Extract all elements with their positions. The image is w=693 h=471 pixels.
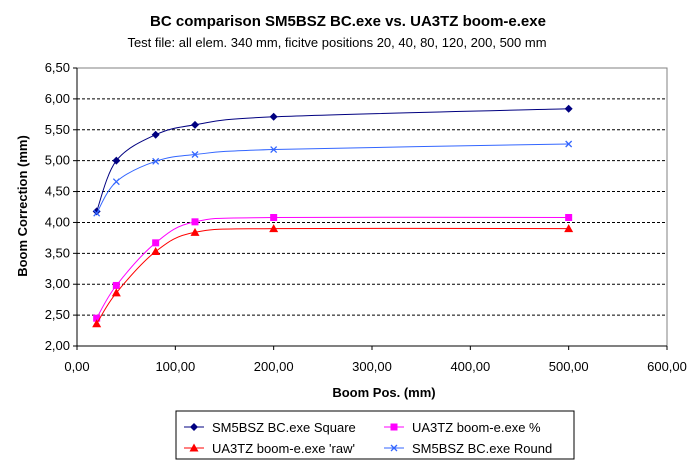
data-point [112, 156, 121, 165]
legend-box [175, 410, 575, 460]
x-tick-label: 600,00 [647, 359, 687, 374]
data-point [152, 239, 160, 247]
y-axis-title: Boom Correction (mm) [15, 135, 30, 277]
y-tick-label: 5,00 [45, 153, 70, 168]
series-line [96, 108, 569, 212]
data-point [564, 104, 573, 113]
data-point [270, 146, 278, 154]
tick-labels: 2,00 2,50 3,00 3,50 4,00 4,50 5,00 5,50 6,00 6,50… [45, 60, 687, 374]
series-line [96, 216, 569, 319]
legend-item: UA3TZ boom-e.exe % [384, 420, 541, 435]
x-tick-label: 100,00 [155, 359, 195, 374]
data-point [93, 209, 101, 217]
y-tick-label: 2,00 [45, 338, 70, 353]
legend: SM5BSZ BC.exe Square UA3TZ boom-e.exe % UA… [175, 410, 575, 460]
legend-item: SM5BSZ BC.exe Round [384, 441, 552, 456]
x-tick-label: 400,00 [450, 359, 490, 374]
data-point [111, 288, 121, 297]
data-point [190, 227, 200, 236]
y-tick-label: 3,50 [45, 245, 70, 260]
y-tick-label: 5,50 [45, 122, 70, 137]
legend-swatch-marker [390, 444, 398, 452]
data-point [269, 112, 278, 121]
gridlines [77, 98, 667, 316]
legend-label: SM5BSZ BC.exe Round [412, 441, 552, 456]
data-point [565, 214, 573, 222]
data-point [93, 314, 101, 322]
y-tick-label: 4,50 [45, 184, 70, 199]
data-point [92, 319, 102, 328]
data-point [269, 224, 279, 233]
data-point [565, 140, 573, 148]
series-4 [93, 140, 573, 217]
x-tick-label: 200,00 [254, 359, 294, 374]
data-point [151, 246, 161, 255]
legend-swatch-marker [189, 443, 199, 452]
data-point [191, 120, 199, 129]
series-line [96, 227, 569, 325]
data-point [152, 157, 160, 165]
series-layer [92, 104, 574, 328]
legend-label: UA3TZ boom-e.exe 'raw' [212, 441, 355, 456]
data-point [270, 214, 278, 222]
data-point [151, 130, 160, 139]
series-line [96, 143, 569, 214]
series-3 [92, 224, 574, 328]
axes [73, 67, 668, 350]
y-tick-label: 3,00 [45, 276, 70, 291]
x-axis-title: Boom Pos. (mm) [332, 385, 435, 400]
data-point [564, 224, 574, 233]
data-point [112, 281, 120, 289]
series-1 [92, 104, 573, 216]
y-tick-label: 6,00 [45, 91, 70, 106]
chart-subtitle: Test file: all elem. 340 mm, ficitve pos… [127, 35, 546, 50]
plot-area [76, 67, 668, 347]
chart-title: BC comparison SM5BSZ BC.exe vs. UA3TZ bo… [150, 13, 546, 30]
legend-label: SM5BSZ BC.exe Square [212, 420, 356, 435]
x-tick-label: 300,00 [352, 359, 392, 374]
legend-swatch-marker [390, 423, 398, 431]
y-tick-label: 2,50 [45, 307, 70, 322]
legend-swatch-marker [190, 423, 198, 431]
series-2 [93, 214, 573, 322]
legend-item: UA3TZ boom-e.exe 'raw' [184, 441, 355, 456]
y-tick-label: 4,00 [45, 214, 70, 229]
y-tick-label: 6,50 [45, 60, 70, 75]
data-point [112, 178, 120, 186]
x-tick-label: 0,00 [64, 359, 89, 374]
legend-label: UA3TZ boom-e.exe % [412, 420, 541, 435]
data-point [191, 151, 199, 158]
x-tick-label: 500,00 [549, 359, 589, 374]
legend-item: SM5BSZ BC.exe Square [184, 420, 356, 435]
data-point [191, 218, 199, 226]
